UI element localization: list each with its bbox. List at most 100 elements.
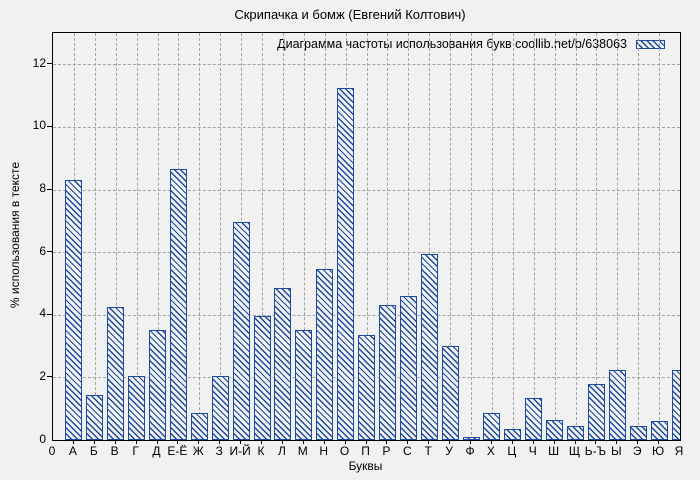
y-tick-8 (47, 188, 52, 190)
x-tick-Р (386, 440, 388, 444)
x-tick-label-Ж: Ж (192, 444, 204, 458)
bar-Щ (567, 425, 584, 440)
y-tick-2 (47, 376, 52, 378)
x-tick-label-Л: Л (277, 444, 286, 458)
x-tick-label-М: М (297, 444, 308, 458)
bar-Е-Ё (169, 169, 187, 440)
x-tick-label-К: К (257, 444, 265, 458)
gridline-v-Ф (471, 33, 472, 440)
x-tick-И-Й (240, 440, 242, 444)
x-tick-Д (156, 440, 158, 444)
x-tick-label-У: У (445, 444, 453, 458)
plot-area: Диаграмма частоты использования букв coo… (52, 32, 681, 441)
bar-Ь-Ъ (587, 383, 605, 440)
y-tick-4 (47, 313, 52, 315)
x-tick-label-З: З (215, 444, 223, 458)
x-tick-label-Ш: Ш (548, 444, 560, 458)
bar-Ч (525, 397, 543, 440)
gridline-v-Х (491, 33, 493, 440)
x-tick-label-Щ: Щ (568, 444, 581, 458)
y-tick-label-4: 4 (39, 306, 46, 321)
bar-З (211, 375, 229, 440)
gridline-v-Ш (554, 33, 556, 440)
gridline-v-В (115, 33, 117, 440)
gridline-v-К (262, 33, 263, 440)
x-tick-Б (93, 440, 95, 444)
bar-А (65, 180, 83, 440)
x-tick-О (344, 440, 346, 444)
x-tick-В (114, 440, 116, 444)
gridline-v-Б (94, 33, 96, 440)
x-tick-Е-Ё (177, 440, 179, 444)
x-tick-Щ (574, 440, 576, 444)
x-tick-label-Т: Т (424, 444, 432, 458)
bar-Ф (462, 436, 480, 440)
x-tick-label-Э: Э (632, 444, 642, 458)
bar-С (399, 296, 417, 440)
gridline-v-Щ (575, 33, 577, 440)
gridline-v-Ж (199, 33, 201, 440)
x-tick-label-0: 0 (48, 444, 56, 458)
x-tick-Ь-Ъ (595, 440, 597, 444)
bar-Ж (190, 413, 208, 440)
x-tick-label-В: В (110, 444, 119, 458)
x-tick-label-И-Й: И-Й (229, 444, 251, 458)
bar-М (295, 330, 313, 440)
y-tick-10 (47, 125, 52, 127)
bar-Л (274, 288, 292, 440)
bar-Р (378, 305, 396, 440)
gridline-v-Ь-Ъ (596, 33, 598, 440)
x-tick-label-П: П (361, 444, 370, 458)
x-tick-М (302, 440, 304, 444)
y-tick-12 (47, 63, 52, 65)
gridline-v-Э (638, 33, 640, 440)
x-tick-У (449, 440, 451, 444)
gridline-v-Ц (512, 33, 514, 440)
x-tick-label-С: С (402, 444, 412, 458)
x-tick-К (261, 440, 262, 444)
bar-Т (420, 253, 438, 440)
x-tick-Ы (616, 440, 618, 444)
y-tick-label-10: 10 (32, 118, 46, 133)
y-tick-label-12: 12 (32, 55, 46, 70)
x-tick-Ч (532, 440, 534, 444)
bar-И-Й (232, 222, 250, 440)
gridline-v-Ю (659, 33, 661, 440)
bar-Н (316, 269, 334, 440)
gridline-v-С (408, 33, 410, 440)
bar-Х (483, 413, 501, 440)
x-tick-label-Н: Н (319, 444, 329, 458)
x-tick-П (365, 440, 367, 444)
bar-П (358, 335, 375, 440)
x-tick-label-А: А (68, 444, 77, 458)
x-tick-label-Ч: Ч (528, 444, 537, 458)
x-tick-label-Ы: Ы (610, 444, 622, 458)
bar-О (337, 87, 355, 440)
bar-У (441, 346, 459, 440)
x-tick-Х (490, 440, 492, 444)
gridline-v-З (220, 33, 222, 440)
x-tick-label-Х: Х (486, 444, 495, 458)
x-tick-С (407, 440, 409, 444)
bar-К (253, 316, 271, 440)
x-tick-label-Р: Р (382, 444, 391, 458)
x-tick-label-Ф: Ф (465, 444, 475, 458)
x-tick-label-Ю: Ю (652, 444, 665, 458)
x-tick-Г (135, 440, 137, 444)
x-tick-label-Е-Ё: Е-Ё (167, 444, 188, 458)
x-tick-label-Ь-Ъ: Ь-Ъ (584, 444, 607, 458)
bar-Я (671, 369, 680, 440)
bar-Г (128, 375, 146, 440)
x-tick-label-Я: Я (674, 444, 684, 458)
x-tick-Л (281, 440, 283, 444)
bar-В (107, 306, 125, 440)
x-tick-Э (637, 440, 639, 444)
x-tick-Ш (553, 440, 555, 444)
y-tick-label-2: 2 (39, 368, 46, 383)
bar-Ю (650, 421, 668, 440)
x-axis-label: Буквы (348, 459, 383, 473)
bar-Ш (546, 419, 564, 440)
y-tick-label-8: 8 (39, 181, 46, 196)
x-tick-Н (323, 440, 325, 444)
